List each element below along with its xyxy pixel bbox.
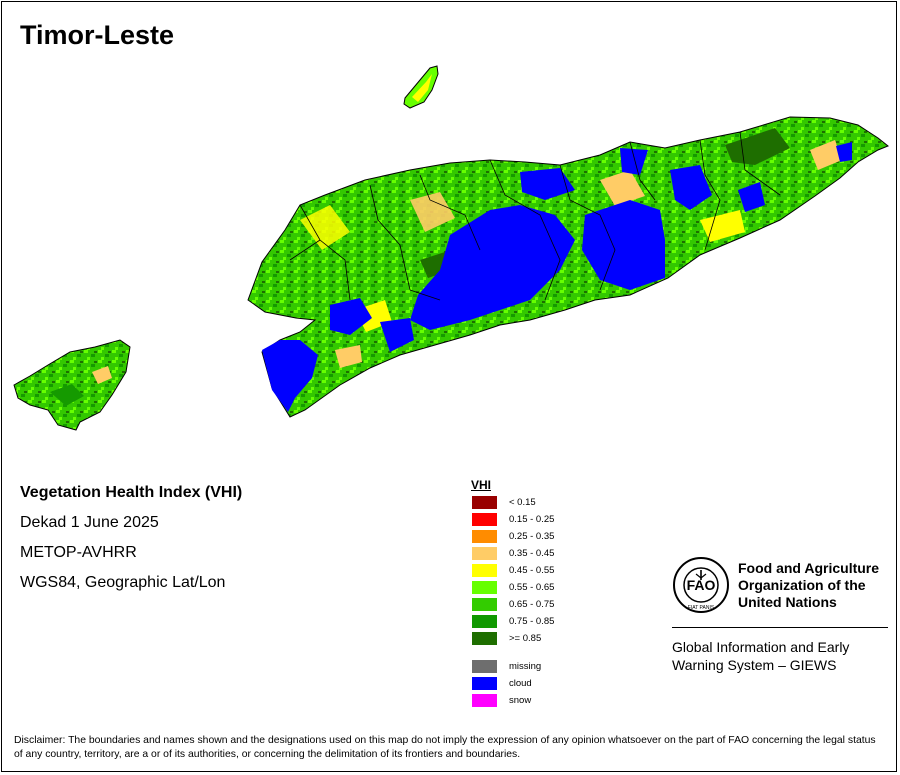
admin-boundaries: [289, 131, 781, 301]
legend-item: cloud: [472, 677, 532, 690]
cloud-patch: [836, 142, 852, 162]
legend-label: 0.55 - 0.65: [509, 582, 555, 593]
legend-swatch: [472, 496, 497, 509]
legend-swatch: [472, 632, 497, 645]
fao-name: Food and Agriculture Organization of the…: [738, 560, 879, 611]
cloud-patch: [262, 340, 318, 412]
mainland: [247, 116, 889, 418]
legend-swatch: [472, 530, 497, 543]
divider: [672, 627, 888, 628]
legend-swatch: [472, 547, 497, 560]
legend-swatch: [472, 694, 497, 707]
projection: WGS84, Geographic Lat/Lon: [20, 574, 226, 591]
legend-label: 0.65 - 0.75: [509, 599, 555, 610]
legend-label: 0.15 - 0.25: [509, 514, 555, 525]
legend-item: 0.15 - 0.25: [472, 513, 554, 526]
disclaimer: Disclaimer: The boundaries and names sho…: [14, 735, 876, 760]
legend-swatch: [472, 581, 497, 594]
legend-item: 0.45 - 0.55: [472, 564, 554, 577]
svg-text:FAO: FAO: [687, 577, 716, 593]
fao-name-line2: Organization of the: [738, 577, 866, 593]
legend-label: 0.25 - 0.35: [509, 531, 555, 542]
giews-line2: Warning System – GIEWS: [672, 657, 837, 673]
cloud-patch: [330, 298, 372, 335]
index-name: Vegetation Health Index (VHI): [20, 484, 243, 501]
legend-swatch: [472, 598, 497, 611]
legend-label: missing: [509, 661, 542, 672]
cloud-patch: [582, 200, 665, 290]
legend-label: cloud: [509, 678, 532, 689]
fao-name-line3: United Nations: [738, 594, 837, 610]
legend-swatch: [472, 564, 497, 577]
giews-name: Global Information and Early Warning Sys…: [672, 638, 888, 674]
legend-swatch: [472, 615, 497, 628]
legend-label: >= 0.85: [509, 633, 542, 644]
legend-item: missing: [472, 660, 541, 673]
fao-name-line1: Food and Agriculture: [738, 560, 880, 576]
legend-label: 0.75 - 0.85: [509, 616, 555, 627]
period: Dekad 1 June 2025: [20, 514, 159, 531]
legend-label: < 0.15: [509, 497, 536, 508]
legend-label: 0.35 - 0.45: [509, 548, 555, 559]
fao-logo-icon: FAO FIAT PANIS: [673, 557, 729, 613]
cloud-patch: [670, 165, 712, 210]
legend-label: 0.45 - 0.55: [509, 565, 555, 576]
map-title: Timor-Leste: [20, 20, 175, 50]
giews-line1: Global Information and Early: [672, 639, 850, 655]
cloud-patch: [620, 148, 648, 175]
cloud-patch: [410, 205, 575, 330]
legend-title: VHI: [471, 478, 492, 492]
legend-item: >= 0.85: [472, 632, 541, 645]
svg-text:FIAT PANIS: FIAT PANIS: [688, 605, 715, 611]
legend-item: 0.35 - 0.45: [472, 547, 554, 560]
legend-label: snow: [509, 695, 532, 706]
legend-item: 0.75 - 0.85: [472, 615, 554, 628]
atauro-island: [403, 65, 439, 109]
sensor: METOP-AVHRR: [20, 544, 137, 561]
cloud-patch: [380, 318, 414, 352]
legend-item: < 0.15: [472, 496, 536, 509]
legend-item: 0.25 - 0.35: [472, 530, 554, 543]
legend-item: 0.65 - 0.75: [472, 598, 554, 611]
cloud-patch: [738, 182, 765, 212]
legend-swatch: [472, 513, 497, 526]
legend-item: 0.55 - 0.65: [472, 581, 554, 594]
legend-swatch: [472, 677, 497, 690]
legend-swatch: [472, 660, 497, 673]
cloud-patch: [520, 168, 575, 200]
legend-item: snow: [472, 694, 531, 707]
